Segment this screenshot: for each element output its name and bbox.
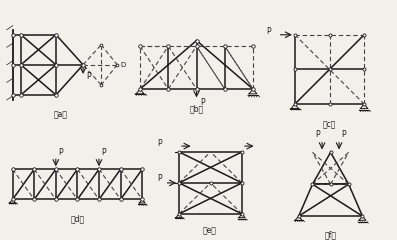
Text: P: P	[101, 148, 106, 157]
Text: P: P	[157, 174, 162, 183]
Text: P: P	[86, 72, 91, 81]
Text: P: P	[266, 27, 271, 36]
Text: （c）: （c）	[323, 120, 336, 129]
Text: D: D	[120, 62, 125, 68]
Text: P: P	[157, 139, 162, 148]
Text: （f）: （f）	[325, 230, 337, 240]
Text: （d）: （d）	[70, 214, 85, 223]
Text: P: P	[58, 148, 63, 157]
Text: （a）: （a）	[54, 110, 68, 119]
Text: P: P	[200, 98, 204, 107]
Text: P: P	[341, 131, 346, 139]
Text: （e）: （e）	[203, 226, 217, 235]
Text: P: P	[315, 131, 320, 139]
Text: （b）: （b）	[189, 105, 204, 114]
